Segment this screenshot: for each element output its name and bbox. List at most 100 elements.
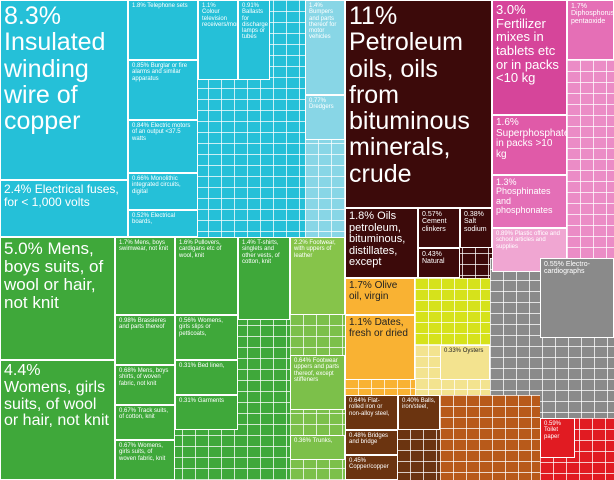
tile-share: 0.67% xyxy=(119,408,137,414)
tile-name: Flat-rolled iron or non-alloy steel, xyxy=(349,398,390,417)
tile: 0.52% Electrical boards, xyxy=(128,210,198,237)
tile: 0.31% Garments xyxy=(175,395,238,430)
tile: 1.7% Olive oil, virgin xyxy=(345,278,415,315)
tile-name: Insulated winding wire of copper xyxy=(4,28,106,135)
tile: 1.8% Oils petroleum, bituminous, distill… xyxy=(345,208,418,278)
tile: 0.85% Burglar or fire alarms and similar… xyxy=(128,60,198,120)
tile-name: Oysters xyxy=(462,348,484,354)
tile: 0.56% Womens, girls slips or petticoats, xyxy=(175,315,238,360)
tile: 11% Petroleum oils, oils from bituminous… xyxy=(345,0,492,208)
tile-name: Copper/copper xyxy=(349,464,389,471)
tile-name: Womens, girls slips or petticoats, xyxy=(179,318,223,337)
tile-name: Balls, iron/steel, xyxy=(402,398,436,411)
tile-share: 0.64% xyxy=(349,398,367,404)
tile-group xyxy=(415,278,490,345)
tile: 5.0% Mens, boys suits, of wool or hair, … xyxy=(0,237,115,360)
tile-group xyxy=(440,395,540,480)
tile-name: Colour television receivers/monitors/pro… xyxy=(202,9,238,28)
tile: 0.67% Track suits, of cotton, knit xyxy=(115,405,175,440)
tile: 1.1% Dates, fresh or dried xyxy=(345,315,415,380)
tile-share: 1.6% xyxy=(179,240,193,246)
tile-name: Burglar or fire alarms and similar appar… xyxy=(132,63,188,82)
tile-share: 0.67% xyxy=(119,443,137,449)
tile-name: Mens, boys shirts, of woven fabric, not … xyxy=(119,368,169,387)
tile-name: Olive oil, virgin xyxy=(349,280,398,302)
tile-share: 0.31% xyxy=(179,398,197,404)
tile-name: Dates, fresh or dried xyxy=(349,317,408,339)
tile-name: Footwear, with uppers of leather xyxy=(294,240,336,259)
tile: 0.45% Copper/copper xyxy=(345,455,398,480)
tile: 0.77% Dredgers xyxy=(305,95,345,140)
tile-share: 0.59% xyxy=(544,421,562,427)
tile-share: 0.55% xyxy=(544,261,564,268)
tile: 0.98% Brassieres and parts thereof xyxy=(115,315,175,365)
tile: 1.7% Mens, boys swimwear, not knit xyxy=(115,237,175,315)
tile-share: 0.56% xyxy=(179,318,197,324)
tile-group xyxy=(567,60,614,290)
tile-name: Telephone sets xyxy=(147,3,188,9)
tile: 1.4% T-shirts, singlets and other vests,… xyxy=(238,237,290,320)
tile-share: 1.8% xyxy=(349,210,375,222)
tile: 4.4% Womens, girls suits, of wool or hai… xyxy=(0,360,115,480)
tile-name: Footwear uppers and parts thereof, excep… xyxy=(294,358,340,383)
tile-share: 1.7% xyxy=(349,280,372,291)
tile-name: Mens, boys suits, of wool or hair, not k… xyxy=(4,239,104,312)
tile-name: Trunks, xyxy=(312,438,333,444)
tile-share: 0.36% xyxy=(294,438,312,444)
tile: 0.36% Trunks, xyxy=(290,435,345,460)
tile-share: 2.2% xyxy=(294,240,308,246)
tile-share: 1.1% xyxy=(202,3,216,9)
tile-share: 0.89% xyxy=(496,231,514,237)
tile: 0.48% Bridges and bridge xyxy=(345,430,398,455)
tile: 1.1% Colour television receivers/monitor… xyxy=(198,0,238,80)
tile: 0.67% Womens, girls suits, of woven fabr… xyxy=(115,440,175,480)
tile-share: 0.85% xyxy=(132,63,150,69)
tile: 3.0% Fertilizer mixes in tablets etc or … xyxy=(492,0,567,115)
tile-name: Diphosphorus pentaoxide xyxy=(571,10,614,25)
tile-share: 3.0% xyxy=(496,2,526,17)
tile-share: 0.52% xyxy=(132,213,150,219)
tile-name: Electro-cardiographs xyxy=(544,261,590,276)
tile: 0.64% Flat-rolled iron or non-alloy stee… xyxy=(345,395,398,430)
tile-share: 1.3% xyxy=(496,177,517,187)
tile: 1.8% Telephone sets xyxy=(128,0,198,60)
tile-share: 4.4% xyxy=(4,362,41,379)
tile: 0.31% Bed linen, xyxy=(175,360,238,395)
tile: 0.84% Electric motors of an output <37.5… xyxy=(128,120,198,173)
tile-share: 0.48% xyxy=(349,433,367,439)
tile-name: Phosphinates and phosphonates xyxy=(496,186,553,216)
tile-share: 0.68% xyxy=(119,368,137,374)
tile: 0.40% Balls, iron/steel, xyxy=(398,395,440,430)
tile-name: Electrical fuses, for < 1,000 volts xyxy=(4,182,119,209)
tile-name: Monolithic integrated circuits, digital xyxy=(132,176,181,195)
tile: 0.43% Natural xyxy=(418,248,460,278)
tile: 1.6% Superphosphates, in packs >10 kg xyxy=(492,115,567,175)
tile: 0.68% Mens, boys shirts, of woven fabric… xyxy=(115,365,175,405)
tile-name: Electrical boards, xyxy=(132,213,176,226)
tile: 0.55% Electro-cardiographs xyxy=(540,258,614,338)
tile-name: Ballasts for discharge lamps or tubes xyxy=(242,9,269,41)
tile-share: 0.40% xyxy=(402,398,420,404)
tile: 8.3% Insulated winding wire of copper xyxy=(0,0,128,180)
tile-share: 0.98% xyxy=(119,318,137,324)
tile-share: 0.57% xyxy=(422,211,442,218)
tile-share: 0.77% xyxy=(309,98,327,104)
tile-name: Petroleum oils, oils from bituminous min… xyxy=(349,28,470,188)
tile-name: T-shirts, singlets and other vests, of c… xyxy=(242,240,280,265)
tile: 0.64% Footwear uppers and parts thereof,… xyxy=(290,355,345,410)
tile-name: Womens, girls suits, of wool or hair, no… xyxy=(4,378,109,430)
tile-name: Plastic office and school articles and s… xyxy=(496,231,560,250)
tile-share: 0.84% xyxy=(132,123,150,129)
tile-name: Fertilizer mixes in tablets etc or in pa… xyxy=(496,15,559,86)
tile-name: Electric motors of an output <37.5 watts xyxy=(132,123,191,142)
tile-name: Bridges and bridge xyxy=(349,433,389,446)
tile-share: 0.64% xyxy=(294,358,312,364)
tile-share: 0.91% xyxy=(242,3,260,9)
tile-share: 11% xyxy=(349,2,398,30)
tile: 1.4% Bumpers and parts thereof for motor… xyxy=(305,0,345,95)
tile-name: Dredgers xyxy=(309,104,334,111)
tile-name: Track suits, of cotton, knit xyxy=(119,408,169,421)
tile: 1.6% Pullovers, cardigans etc of wool, k… xyxy=(175,237,238,315)
tile-share: 0.45% xyxy=(349,458,367,464)
